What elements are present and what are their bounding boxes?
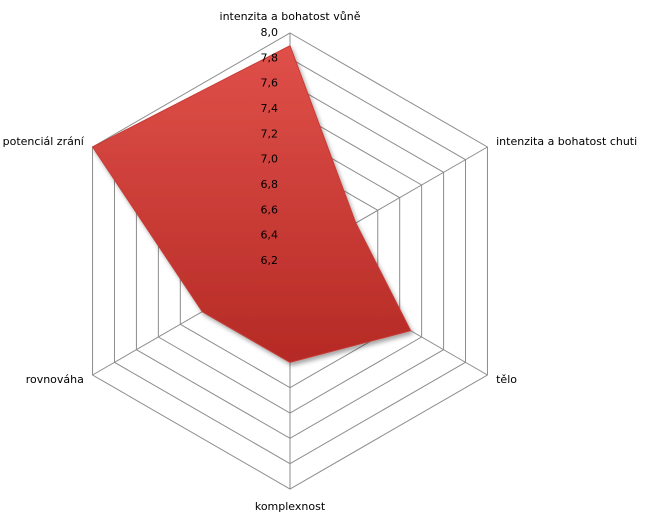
category-label: tělo [496,373,517,386]
r-tick-label: 7,6 [261,77,279,90]
category-label: intenzita a bohatost chuti [496,135,637,148]
r-tick-label: 7,8 [261,51,279,64]
category-label: rovnováha [26,373,84,386]
r-tick-label: 8,0 [261,26,279,39]
r-tick-label: 7,2 [261,127,279,140]
r-tick-label: 7,4 [261,102,279,115]
category-label: potenciál zrání [3,135,85,148]
r-tick-label: 6,8 [261,178,279,191]
r-tick-label: 6,6 [261,203,279,216]
category-label: intenzita a bohatost vůně [220,10,361,23]
category-label: komplexnost [255,500,326,513]
r-tick-label: 6,4 [261,229,279,242]
r-tick-label: 6,2 [261,254,279,267]
r-tick-label: 7,0 [261,153,279,166]
radar-area [91,44,412,363]
